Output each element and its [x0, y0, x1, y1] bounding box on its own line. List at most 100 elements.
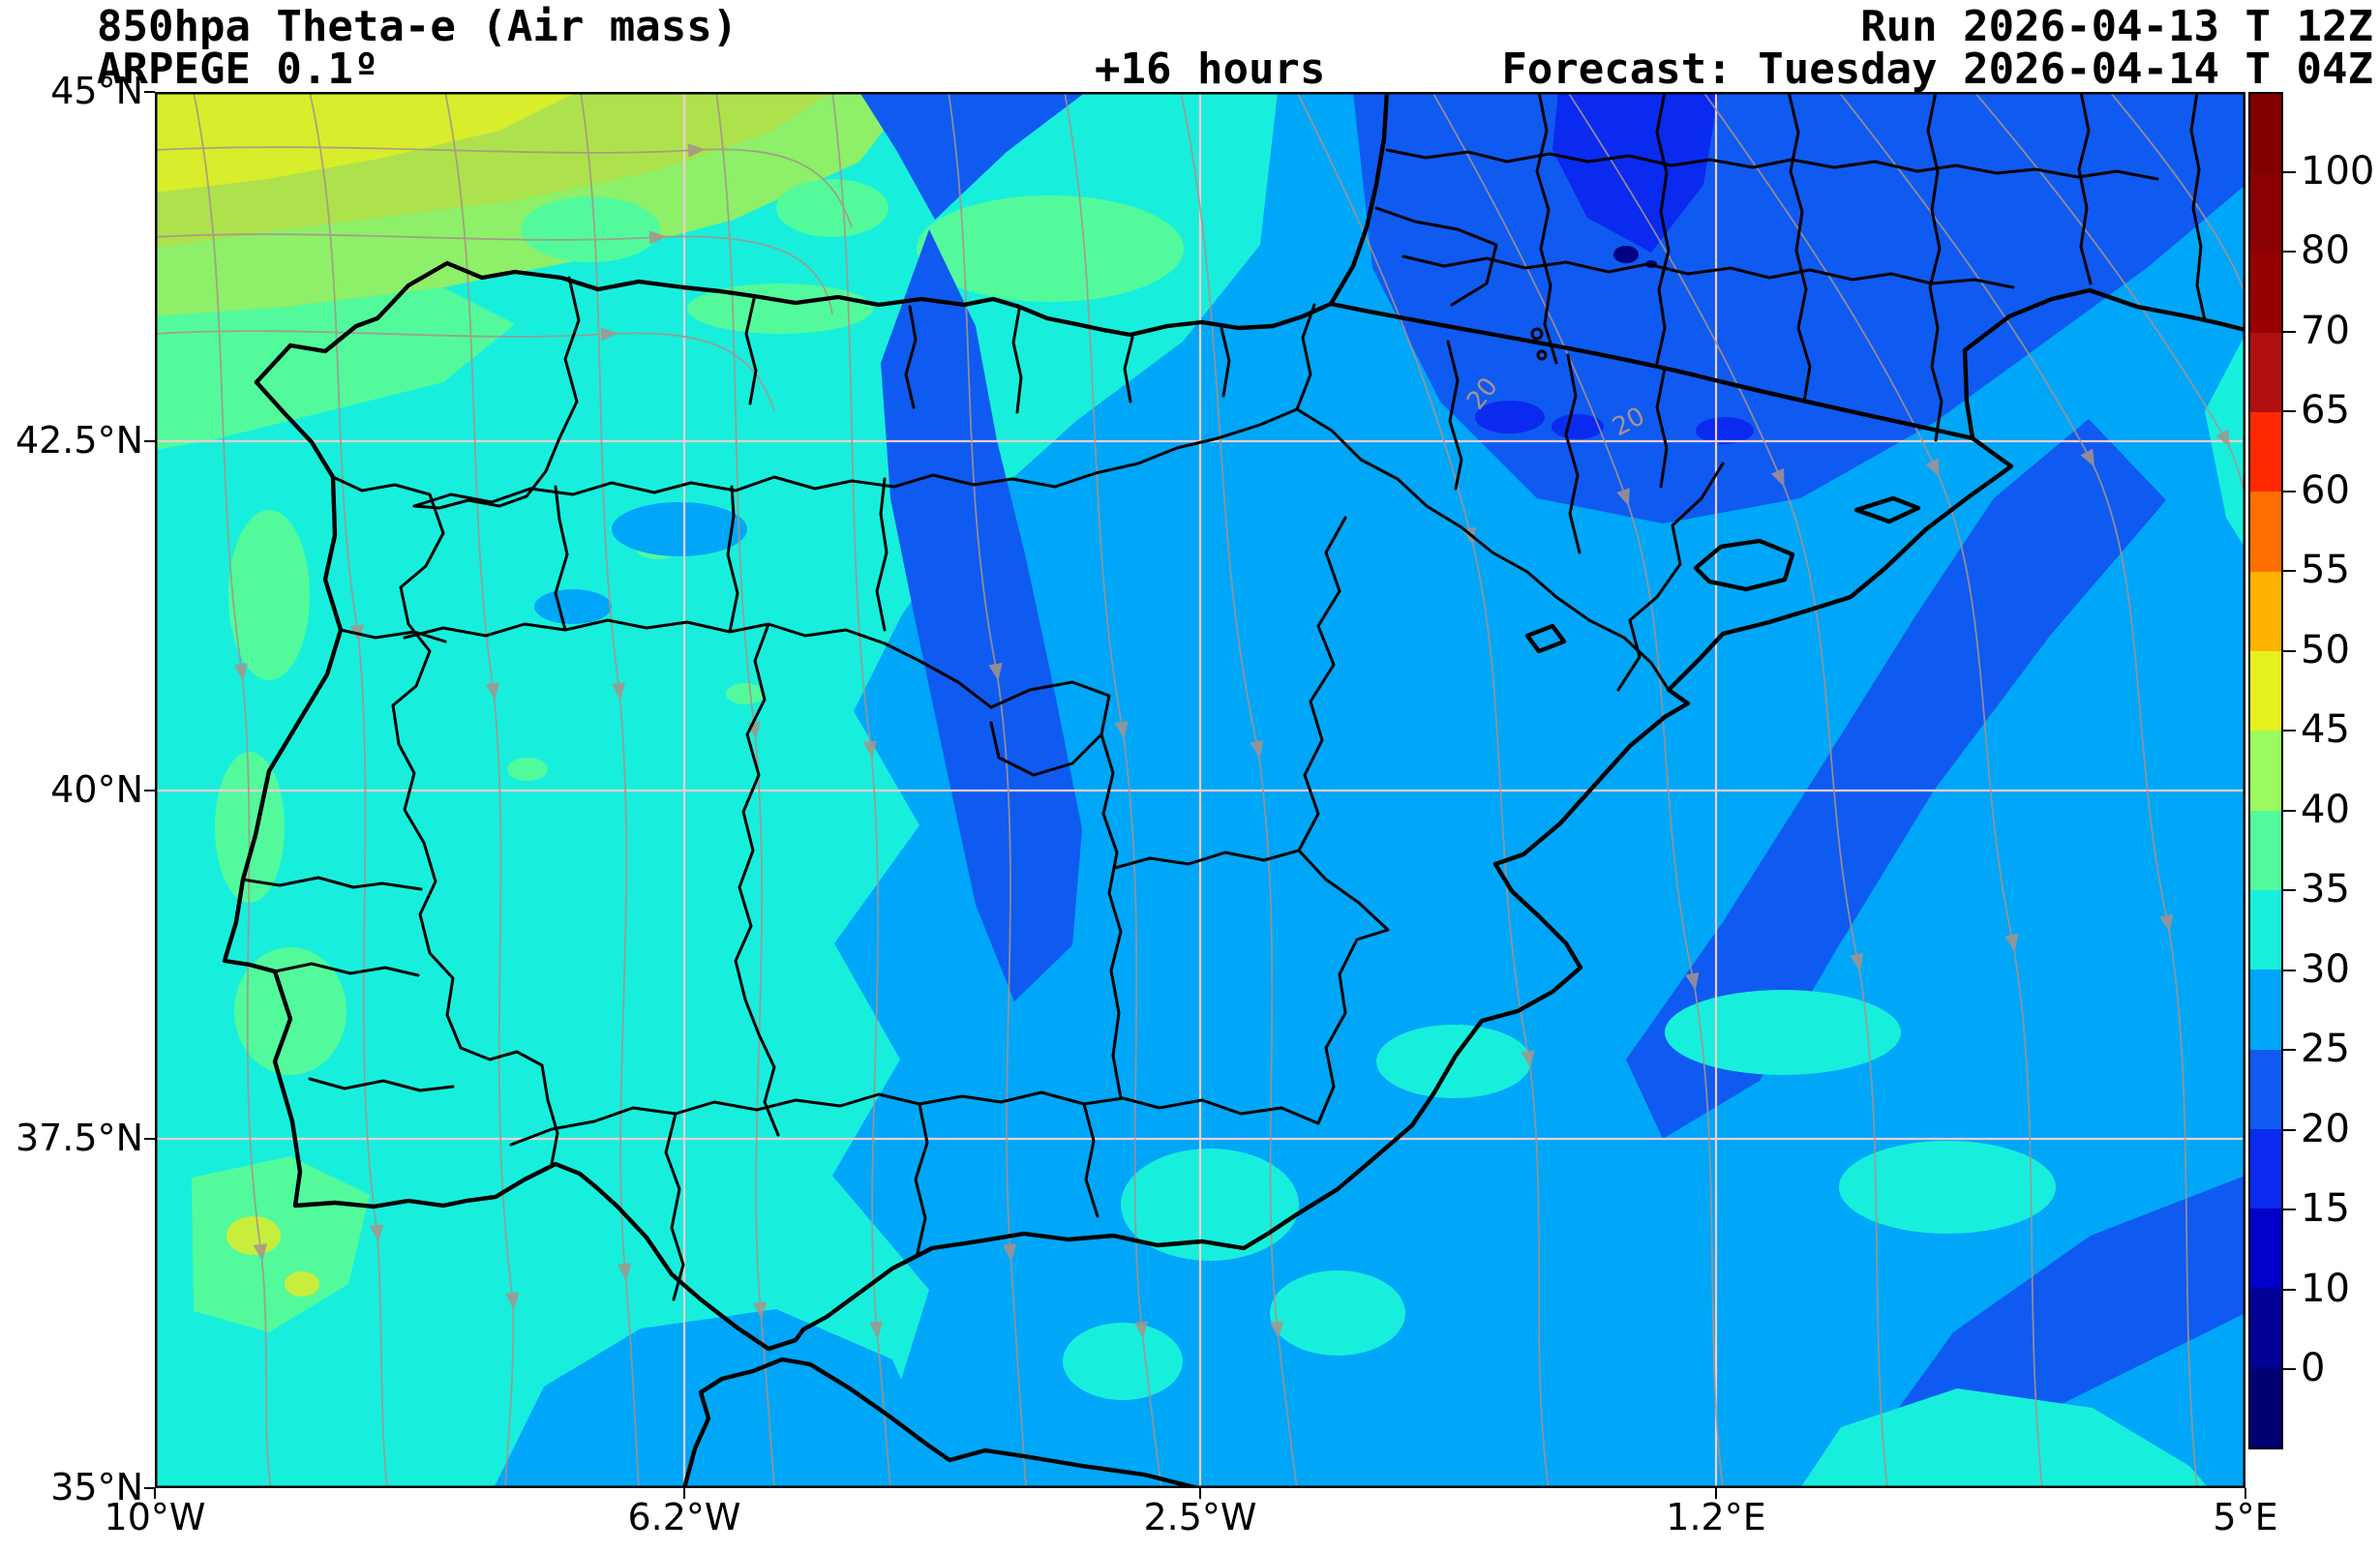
y-tick-35n: 35°N — [50, 1466, 143, 1508]
colorbar-tickmark — [2283, 171, 2296, 173]
colorbar-label-50: 50 — [2301, 628, 2350, 672]
lead-time-label: +16 hours — [1095, 45, 1326, 94]
colorbar-label-30: 30 — [2301, 947, 2350, 992]
colorbar-tickmark — [2283, 1129, 2296, 1131]
field-lime-spot — [226, 1216, 281, 1255]
field-lime-spot — [285, 1271, 319, 1297]
colorbar-segment — [2250, 651, 2281, 731]
colorbar-segment — [2250, 970, 2281, 1050]
colorbar-segment — [2250, 810, 2281, 890]
field-deepblue-spot — [1696, 417, 1754, 444]
y-tickmark — [144, 91, 155, 93]
colorbar-tickmark — [2283, 970, 2296, 971]
colorbar-segment — [2250, 332, 2281, 413]
x-tickmark — [1199, 1488, 1201, 1499]
field-blue-coast-band — [1626, 419, 2166, 1139]
colorbar-label-65: 65 — [2301, 388, 2350, 433]
field-skyblue-south — [494, 1309, 949, 1488]
colorbar-tickmark — [2283, 1209, 2296, 1210]
colorbar-label-45: 45 — [2301, 707, 2350, 752]
field-skyblue-spot — [612, 502, 747, 556]
run-label: Run 2026-04-13 T 12Z — [1860, 2, 2373, 51]
colorbar-segment — [2250, 571, 2281, 652]
colorbar-tickmark — [2283, 251, 2296, 253]
y-tickmark — [144, 1487, 155, 1489]
colorbar-label-15: 15 — [2301, 1186, 2350, 1231]
colorbar-segment — [2250, 1049, 2281, 1129]
colorbar-tickmark — [2283, 889, 2296, 891]
colorbar-label-70: 70 — [2301, 309, 2350, 353]
x-tick-6-2w: 6.2°W — [627, 1496, 741, 1538]
colorbar-label-20: 20 — [2301, 1107, 2350, 1151]
field-deepblue-spot — [1475, 401, 1545, 433]
field-blue-wedge — [859, 92, 1086, 220]
field-deepblue-spot — [1552, 414, 1604, 439]
page-title: 850hpa Theta-e (Air mass) — [97, 2, 738, 51]
colorbar-tickmark — [2283, 491, 2296, 492]
field-green — [776, 179, 889, 237]
field-green-spot — [507, 758, 548, 781]
colorbar-segment — [2250, 1128, 2281, 1209]
x-tickmark — [1715, 1488, 1717, 1499]
colorbar-label-80: 80 — [2301, 228, 2350, 273]
field-green — [155, 287, 515, 450]
colorbar-label-10: 10 — [2301, 1267, 2350, 1311]
coastlines — [222, 92, 2245, 1488]
colorbar-label-60: 60 — [2301, 468, 2350, 513]
field-turquoise-patch — [1063, 1323, 1183, 1400]
colorbar-tickmark — [2283, 1049, 2296, 1051]
colorbar-label-25: 25 — [2301, 1027, 2350, 1071]
colorbar-segment — [2250, 94, 2281, 174]
field-green — [521, 196, 660, 262]
colorbar-segment — [2250, 1367, 2281, 1448]
colorbar-segment — [2250, 412, 2281, 492]
y-tickmark — [144, 1138, 155, 1140]
model-label: ARPEGE 0.1º — [97, 45, 379, 94]
x-tick-2-5w: 2.5°W — [1143, 1496, 1257, 1538]
field-green-spot — [726, 683, 765, 704]
y-tickmark — [144, 440, 155, 442]
x-tick-1-2e: 1.2°E — [1666, 1496, 1766, 1538]
colorbar-tickmark — [2283, 1289, 2296, 1291]
forecast-label: Forecast: Tuesday 2026-04-14 T 04Z — [1501, 45, 2373, 94]
colorbar — [2248, 92, 2283, 1449]
x-tick-10w: 10°W — [104, 1496, 206, 1538]
y-tick-40n: 40°N — [50, 768, 143, 811]
field-turquoise-patch — [1839, 1141, 2056, 1234]
field-turquoise-patch — [1665, 990, 1901, 1075]
field-skyblue-spot — [534, 589, 612, 624]
colorbar-label-55: 55 — [2301, 548, 2350, 592]
colorbar-label-35: 35 — [2301, 867, 2350, 911]
field-yellow — [155, 92, 577, 193]
x-tickmark — [2244, 1488, 2246, 1499]
colorbar-segment — [2250, 173, 2281, 254]
field-navy-spot — [1613, 246, 1639, 263]
y-tick-45n: 45°N — [50, 70, 143, 112]
colorbar-tickmark — [2283, 331, 2296, 333]
colorbar-tickmark — [2283, 730, 2296, 731]
field-green — [917, 195, 1184, 302]
colorbar-tickmark — [2283, 650, 2296, 652]
colorbar-segment — [2250, 253, 2281, 333]
y-tick-37-5n: 37.5°N — [15, 1117, 143, 1159]
colorbar-label-0: 0 — [2301, 1346, 2326, 1390]
field-turquoise-patch — [1270, 1270, 1405, 1356]
wind-streamlines — [155, 92, 2245, 1488]
region-boundaries — [241, 92, 2207, 1301]
colorbar-segment — [2250, 889, 2281, 970]
y-tick-42-5n: 42.5°N — [15, 419, 143, 462]
colorbar-tickmark — [2283, 810, 2296, 812]
theta-e-map: 20 20 — [155, 92, 2245, 1488]
field-blue-tongue — [881, 229, 1082, 1001]
x-tickmark — [683, 1488, 685, 1499]
colorbar-segment — [2250, 1209, 2281, 1289]
colorbar-label-40: 40 — [2301, 788, 2350, 832]
y-tickmark — [144, 790, 155, 791]
x-tick-5e: 5°E — [2213, 1496, 2278, 1538]
colorbar-tickmark — [2283, 570, 2296, 572]
colorbar-tickmark — [2283, 410, 2296, 412]
colorbar-label-100: 100 — [2301, 149, 2375, 194]
field-turquoise-patch — [1800, 1388, 2209, 1488]
x-tickmark — [154, 1488, 156, 1499]
